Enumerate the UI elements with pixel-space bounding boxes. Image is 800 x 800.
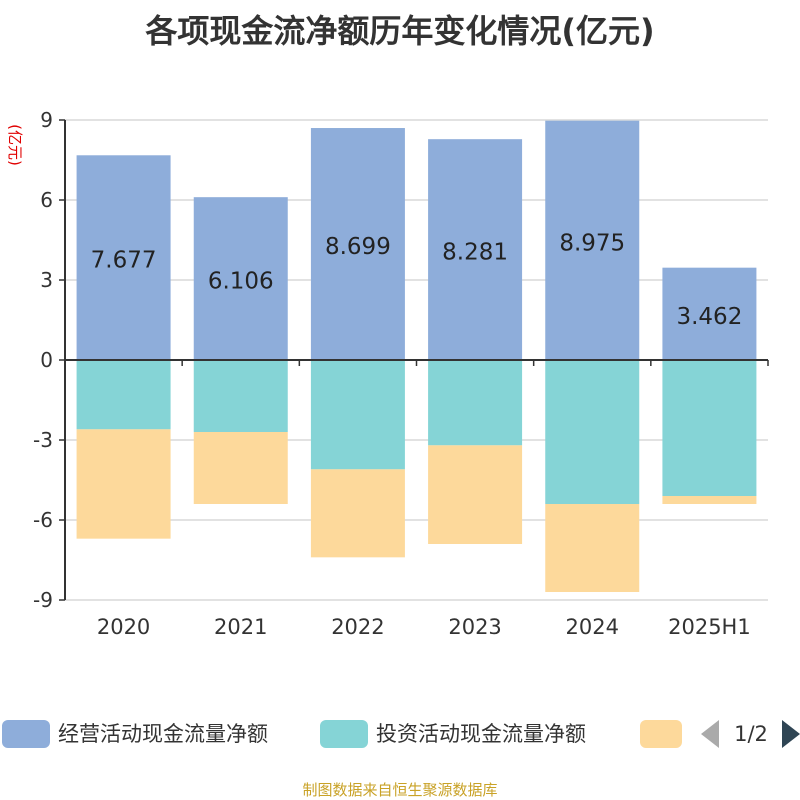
bars bbox=[76, 120, 757, 592]
bar-series-1 bbox=[193, 197, 288, 360]
bar-series-3 bbox=[428, 445, 523, 544]
bar-value-label: 3.462 bbox=[676, 304, 742, 330]
bar-value-label: 8.975 bbox=[559, 230, 625, 256]
chart-title: 各项现金流净额历年变化情况(亿元) bbox=[145, 12, 655, 50]
legend-label: 投资活动现金流量净额 bbox=[376, 722, 586, 746]
x-tick-label: 2025H1 bbox=[668, 615, 751, 639]
legend-swatch bbox=[640, 720, 682, 748]
legend: 经营活动现金流量净额 投资活动现金流量净额 1/2 bbox=[2, 720, 800, 748]
y-tick-label: 9 bbox=[40, 108, 53, 132]
y-tick-label: 0 bbox=[40, 348, 53, 372]
bar-value-label: 7.677 bbox=[91, 248, 157, 274]
bar-series-3 bbox=[76, 429, 171, 539]
legend-label: 经营活动现金流量净额 bbox=[58, 722, 268, 746]
bar-series-2 bbox=[662, 360, 757, 496]
y-tick-label: -3 bbox=[33, 428, 53, 452]
bar-series-2 bbox=[428, 360, 523, 446]
x-tick-label: 2022 bbox=[331, 615, 384, 639]
legend-swatch bbox=[2, 720, 50, 748]
legend-item-3[interactable] bbox=[640, 720, 682, 748]
x-tick-label: 2023 bbox=[448, 615, 501, 639]
bar-value-label: 8.281 bbox=[442, 240, 508, 266]
y-tick-label: 3 bbox=[40, 268, 53, 292]
bar-series-2 bbox=[193, 360, 288, 432]
x-tick-label: 2021 bbox=[214, 615, 267, 639]
y-tick-label: -9 bbox=[33, 588, 53, 612]
bar-series-1 bbox=[310, 128, 405, 360]
legend-page-indicator: 1/2 bbox=[734, 722, 768, 746]
x-tick-label: 2024 bbox=[566, 615, 619, 639]
legend-prev-page-icon[interactable] bbox=[701, 720, 719, 748]
bar-series-3 bbox=[310, 469, 405, 558]
bar-series-3 bbox=[662, 496, 757, 504]
legend-next-page-icon[interactable] bbox=[782, 720, 800, 748]
bar-series-1 bbox=[545, 120, 640, 361]
bar-value-label: 8.699 bbox=[325, 234, 391, 260]
bar-series-3 bbox=[193, 432, 288, 504]
axes: 9 6 3 0 -3 -6 -9 (亿元) 2020 2021 2022 2023 2024 2025H1 bbox=[6, 108, 769, 639]
y-tick-label: -6 bbox=[33, 508, 53, 532]
y-axis-unit-label: (亿元) bbox=[6, 124, 24, 166]
source-note: 制图数据来自恒生聚源数据库 bbox=[302, 781, 498, 799]
legend-swatch bbox=[320, 720, 368, 748]
bar-series-1 bbox=[76, 155, 171, 360]
bar-series-3 bbox=[545, 504, 640, 592]
grid-lines bbox=[65, 119, 768, 601]
bar-series-2 bbox=[310, 360, 405, 470]
bar-series-1 bbox=[662, 267, 757, 360]
bar-value-label: 6.106 bbox=[208, 269, 274, 295]
y-tick-label: 6 bbox=[40, 188, 53, 212]
legend-item-2[interactable]: 投资活动现金流量净额 bbox=[320, 720, 586, 748]
bar-series-2 bbox=[76, 360, 171, 430]
bar-series-2 bbox=[545, 360, 640, 504]
data-labels: 7.677 6.106 8.699 8.281 8.975 3.462 bbox=[91, 230, 743, 330]
x-tick-label: 2020 bbox=[97, 615, 150, 639]
legend-item-1[interactable]: 经营活动现金流量净额 bbox=[2, 720, 268, 748]
bar-series-1 bbox=[428, 139, 523, 360]
